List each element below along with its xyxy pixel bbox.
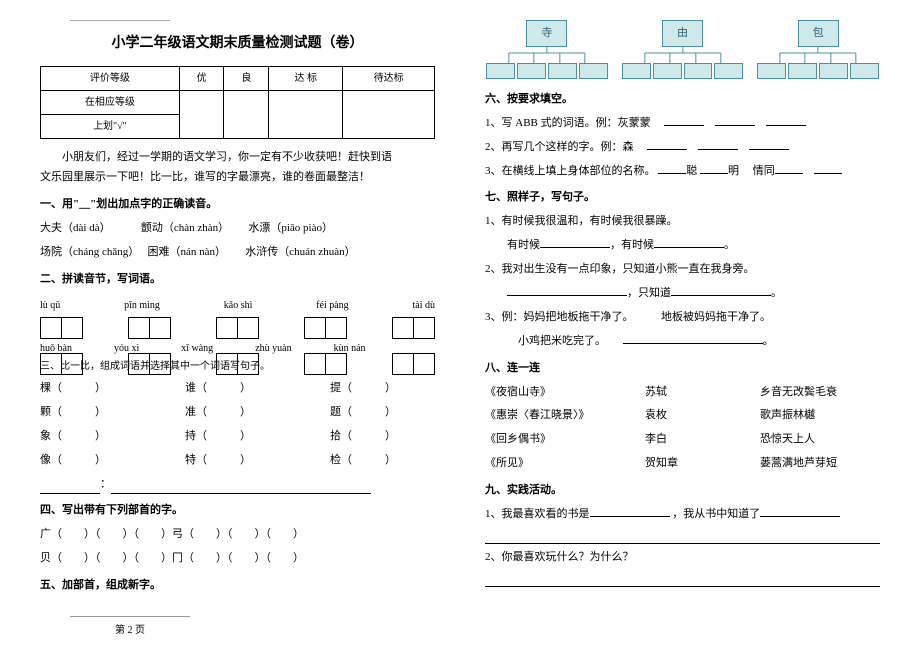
s1-1b: 颤动（chàn zhàn） bbox=[141, 222, 224, 234]
tree-char-2: 包 bbox=[798, 20, 839, 47]
grid-row-1: huǒ bàn yóu xì xī wàng zhù yuàn kùn nán bbox=[40, 317, 435, 339]
tree-char-0: 寺 bbox=[526, 20, 567, 47]
s9-1: 1、我最喜欢看的书是 ，我从书中知道了 bbox=[485, 504, 880, 525]
py-t2: kǎo shì bbox=[224, 296, 253, 315]
s7-3: 3、例：妈妈把地板拖干净了。 地板被妈妈拖干净了。 bbox=[485, 307, 880, 328]
eval-r2: 在相应等级 bbox=[41, 90, 180, 114]
blank-line-2 bbox=[485, 572, 880, 587]
eval-h4: 待达标 bbox=[343, 66, 435, 90]
right-column: 寺 由 包 六、按要求填空。 1、写 ABB 式的词语。例：灰蒙蒙 2、再写几个… bbox=[485, 20, 880, 640]
s1-row2: 场院（cháng chǎng） 困难（nán nàn） 水浒传（chuán zh… bbox=[40, 242, 435, 263]
s6-2: 2、再写几个这样的字。例：森 bbox=[485, 137, 880, 158]
tree-char-1: 由 bbox=[662, 20, 703, 47]
match-r2: 《回乡偶书》 李白 恐惊天上人 bbox=[485, 429, 880, 450]
top-divider-left bbox=[70, 20, 170, 21]
s7-1: 1、有时候我很温和，有时候我很暴躁。 bbox=[485, 211, 880, 232]
left-column: 小学二年级语文期末质量检测试题（卷） 评价等级 优 良 达 标 待达标 在相应等… bbox=[40, 20, 435, 640]
match-r3: 《所见》 贺知章 蒌蒿满地芦芽短 bbox=[485, 453, 880, 474]
section-9-title: 九、实践活动。 bbox=[485, 480, 880, 501]
tree-3: 包 bbox=[756, 20, 880, 79]
eval-h3: 达 标 bbox=[269, 66, 343, 90]
section-1-title: 一、用"＿"划出加点字的正确读音。 bbox=[40, 194, 435, 215]
match-r0: 《夜宿山寺》 苏轼 乡音无改鬓毛衰 bbox=[485, 382, 880, 403]
s7-1b: 有时候，有时候。 bbox=[485, 235, 880, 256]
s3-r0: 棵（ ） 谁（ ） 提（ ） bbox=[40, 378, 435, 399]
s7-2: 2、我对出生没有一点印象，只知道小熊一直在我身旁。 bbox=[485, 259, 880, 280]
s1-1a: 大夫（dài dà） bbox=[40, 222, 105, 234]
s1-1c: 水漂（piāo piào） bbox=[248, 222, 333, 234]
section-7-title: 七、照样子，写句子。 bbox=[485, 187, 880, 208]
s3-r1: 颗（ ） 准（ ） 题（ ） bbox=[40, 402, 435, 423]
s6-1: 1、写 ABB 式的词语。例：灰蒙蒙 bbox=[485, 113, 880, 134]
py-t0: lù qǔ bbox=[40, 296, 60, 315]
eval-r3: 上划"√" bbox=[41, 114, 180, 138]
eval-h1: 优 bbox=[179, 66, 224, 90]
match-r1: 《惠崇〈春江晓景〉》 袁枚 歌声振林樾 bbox=[485, 405, 880, 426]
sentence-blank: ： bbox=[40, 474, 435, 495]
py-t4: tài dù bbox=[412, 296, 435, 315]
s4-l2: 贝（ ）（ ）（ ）冂（ ）（ ）（ ） bbox=[40, 548, 435, 569]
grid-row-2: 三、比一比，组成词语并选择其中一个词语写句子。 bbox=[40, 353, 435, 375]
section-5-title: 五、加部首，组成新字。 bbox=[40, 575, 435, 596]
section-6-title: 六、按要求填空。 bbox=[485, 89, 880, 110]
s1-row1: 大夫（dài dà） 颤动（chàn zhàn） 水漂（piāo piào） bbox=[40, 218, 435, 239]
s1-2c: 水浒传（chuán zhuàn） bbox=[245, 246, 355, 258]
s1-2a: 场院（cháng chǎng） bbox=[40, 246, 134, 258]
s9-2: 2、你最喜欢玩什么？为什么？ bbox=[485, 547, 880, 568]
s7-2b: ，只知道。 bbox=[485, 283, 880, 304]
intro-line2: 文乐园里展示一下吧！比一比，谁写的字最漂亮，谁的卷面最整洁！ bbox=[40, 167, 435, 188]
pinyin-row-top: lù qǔ pīn mìng kǎo shì féi pàng tài dù bbox=[40, 296, 435, 315]
py-t3: féi pàng bbox=[316, 296, 349, 315]
py-t1: pīn mìng bbox=[124, 296, 160, 315]
s3-r2: 象（ ） 持（ ） 拾（ ） bbox=[40, 426, 435, 447]
s3-r3: 像（ ） 特（ ） 检（ ） bbox=[40, 450, 435, 471]
eval-table: 评价等级 优 良 达 标 待达标 在相应等级 上划"√" bbox=[40, 66, 435, 139]
intro-line1: 小朋友们，经过一学期的语文学习，你一定有不少收获吧！赶快到语 bbox=[40, 147, 435, 168]
eval-h2: 良 bbox=[224, 66, 269, 90]
table-row: 评价等级 优 良 达 标 待达标 bbox=[41, 66, 435, 90]
eval-h0: 评价等级 bbox=[41, 66, 180, 90]
section-4-title: 四、写出带有下列部首的字。 bbox=[40, 500, 435, 521]
section-8-title: 八、连一连 bbox=[485, 358, 880, 379]
s4-l1: 广（ ）（ ）（ ）弓（ ）（ ）（ ） bbox=[40, 524, 435, 545]
tree-1: 寺 bbox=[485, 20, 609, 79]
page-footer: 第 2 页 bbox=[70, 616, 190, 640]
blank-line-1 bbox=[485, 529, 880, 544]
tree-diagrams: 寺 由 包 bbox=[485, 20, 880, 79]
s6-3: 3、在横线上填上身体部位的名称。 聪 明 情同 bbox=[485, 161, 880, 182]
table-row: 在相应等级 bbox=[41, 90, 435, 114]
section-2-title: 二、拼读音节，写词语。 bbox=[40, 269, 435, 290]
page-title: 小学二年级语文期末质量检测试题（卷） bbox=[40, 31, 435, 58]
s1-2b: 困难（nán nàn） bbox=[148, 246, 221, 258]
s7-3c: 小鸡把米吃完了。 。 bbox=[485, 331, 880, 352]
tree-2: 由 bbox=[621, 20, 745, 79]
